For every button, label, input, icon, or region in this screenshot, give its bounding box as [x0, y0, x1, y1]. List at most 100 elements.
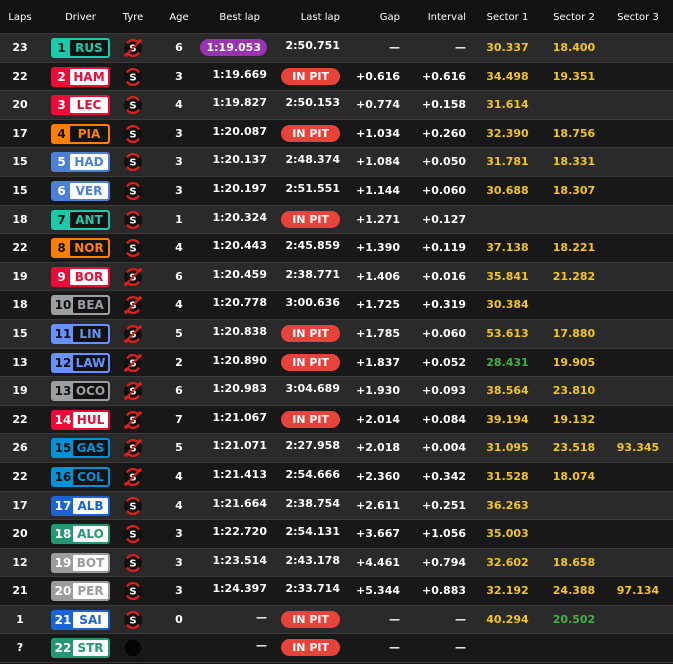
last-lap-value: 2:51.551: [285, 181, 340, 195]
best-lap-cell: 1:19.669: [200, 68, 267, 81]
table-row[interactable]: 21 20 PER S 3 1:24.397 2:33.714 +5.344 +0.883 32.…: [0, 577, 673, 606]
driver-badge[interactable]: 16 COL: [51, 466, 110, 487]
table-row[interactable]: 18 7 ANT S 1 1:20.324 IN PIT +1.271 +0.127: [0, 205, 673, 235]
driver-badge[interactable]: 13 OCO: [51, 381, 110, 402]
table-row[interactable]: 22 8 NOR S 4 1:20.443 2:45.859 +1.390 +0.119 37.1…: [0, 234, 673, 263]
interval-cell: +0.251: [421, 498, 466, 512]
table-row[interactable]: 1 21 SAI S 0 — IN PIT — — 40.294 20.502: [0, 605, 673, 635]
driver-badge[interactable]: 21 SAI: [51, 609, 110, 630]
gap-cell: —: [389, 641, 400, 655]
tyre-age-cell: 2: [175, 355, 183, 369]
table-row[interactable]: 19 9 BOR S 6 1:20.459 2:38.771 +1.406 +0.016 35.8…: [0, 262, 673, 292]
laps-cell: 21: [12, 584, 28, 598]
driver-code: ALO: [73, 526, 108, 543]
driver-badge[interactable]: 2 HAM: [51, 66, 110, 87]
interval-cell: +0.127: [421, 212, 466, 226]
driver-badge[interactable]: 1 RUS: [51, 38, 110, 58]
driver-badge[interactable]: 11 LIN: [51, 323, 110, 344]
table-row[interactable]: 20 3 LEC S 4 1:19.827 2:50.153 +0.774 +0.158 31.6…: [0, 91, 673, 120]
driver-badge[interactable]: 10 BEA: [51, 295, 110, 316]
driver-badge[interactable]: 20 PER: [51, 581, 110, 602]
last-lap-cell: 2:45.859: [272, 239, 340, 252]
header-sector-1[interactable]: Sector 1: [486, 12, 529, 23]
driver-badge[interactable]: 7 ANT: [51, 209, 110, 230]
driver-badge[interactable]: 22 STR: [51, 638, 110, 659]
table-row[interactable]: 17 17 ALB S 4 1:21.664 2:38.754 +2.611 +0.251 36.…: [0, 491, 673, 521]
last-lap-cell: 2:51.551: [272, 182, 340, 195]
tyre-age-cell: 3: [175, 155, 183, 169]
driver-badge[interactable]: 4 PIA: [51, 123, 110, 144]
driver-code: SAI: [73, 611, 108, 628]
header-sector-2[interactable]: Sector 2: [553, 12, 595, 23]
header-sector-3[interactable]: Sector 3: [617, 12, 659, 23]
laps-cell: 20: [12, 98, 28, 112]
tyre-age-cell: 3: [175, 555, 183, 569]
gap-cell: +4.461: [355, 555, 400, 569]
header-interval[interactable]: Interval: [427, 12, 466, 23]
interval-cell: —: [455, 41, 466, 54]
driver-badge[interactable]: 19 BOT: [51, 552, 110, 573]
driver-badge[interactable]: 17 ALB: [51, 495, 110, 516]
driver-badge[interactable]: 18 ALO: [51, 524, 110, 545]
sector-2-cell: 23.810: [552, 384, 596, 398]
gap-cell: +1.271: [355, 212, 400, 226]
table-row[interactable]: 17 4 PIA S 3 1:20.087 IN PIT +1.034 +0.260 32.390…: [0, 119, 673, 149]
tyre-age-cell: 3: [175, 584, 183, 598]
driver-code: HAM: [70, 68, 108, 85]
header-last-lap[interactable]: Last lap: [300, 12, 340, 23]
driver-badge[interactable]: 14 HUL: [51, 409, 110, 430]
best-lap-value: 1:20.459: [212, 267, 267, 281]
driver-code: OCO: [73, 383, 108, 400]
driver-badge[interactable]: 9 BOR: [51, 266, 110, 287]
sector-1-cell: 30.688: [486, 183, 529, 197]
header-best-lap[interactable]: Best lap: [219, 12, 260, 23]
table-row[interactable]: 12 19 BOT S 3 1:23.514 2:43.178 +4.461 +0.794 32.…: [0, 548, 673, 578]
position-number: 15: [54, 441, 72, 456]
header-laps[interactable]: Laps: [8, 12, 32, 23]
sector-2-cell: 18.074: [552, 469, 596, 483]
last-lap-value: 2:54.666: [285, 467, 340, 481]
header-gap[interactable]: Gap: [379, 12, 400, 23]
position-number: 10: [54, 298, 72, 313]
driver-badge[interactable]: 3 LEC: [51, 95, 110, 116]
interval-cell: +0.060: [421, 183, 466, 197]
tyre-cell: S: [121, 267, 145, 290]
best-lap-cell: 1:20.324: [200, 211, 267, 224]
sector-2-cell: 19.132: [552, 412, 596, 426]
table-row[interactable]: ? 22 STR — IN PIT — —: [0, 634, 673, 664]
header-age[interactable]: Age: [169, 12, 189, 23]
header-driver[interactable]: Driver: [65, 12, 96, 23]
driver-badge[interactable]: 5 HAD: [51, 152, 110, 173]
laps-cell: 13: [12, 355, 28, 369]
driver-badge[interactable]: 6 VER: [51, 180, 110, 201]
last-lap-value: 3:00.636: [285, 296, 340, 310]
sector-1-cell: 35.841: [486, 269, 529, 283]
svg-text:S: S: [129, 587, 136, 598]
last-lap-value: 2:45.859: [285, 239, 340, 253]
table-row[interactable]: 15 5 HAD S 3 1:20.137 2:48.374 +1.084 +0.050 31.7…: [0, 148, 673, 177]
header-tyre[interactable]: Tyre: [122, 12, 144, 23]
driver-badge[interactable]: 8 NOR: [51, 238, 110, 259]
last-lap-cell: 2:38.754: [272, 497, 340, 510]
gap-cell: +1.034: [355, 126, 400, 140]
tyre-age-cell: 4: [175, 98, 183, 112]
last-lap-cell: IN PIT: [272, 124, 340, 142]
table-row[interactable]: 23 1 RUS S 6 1:19.053 2:50.751 — — 30.337 18.400: [0, 34, 673, 63]
tyre-age-cell: 3: [175, 69, 183, 83]
position-number: 16: [54, 469, 72, 484]
interval-cell: +0.158: [421, 98, 466, 112]
table-row[interactable]: 15 6 VER S 3 1:20.197 2:51.551 +1.144 +0.060 30.6…: [0, 176, 673, 206]
interval-cell: +0.052: [421, 355, 466, 369]
gap-cell: +1.837: [355, 355, 400, 369]
table-row[interactable]: 22 2 HAM S 3 1:19.669 IN PIT +0.616 +0.616 34.498…: [0, 62, 673, 92]
driver-badge[interactable]: 12 LAW: [51, 352, 110, 373]
table-row[interactable]: 20 18 ALO S 3 1:22.720 2:54.131 +3.667 +1.056 35.…: [0, 520, 673, 549]
driver-badge[interactable]: 15 GAS: [51, 438, 110, 459]
